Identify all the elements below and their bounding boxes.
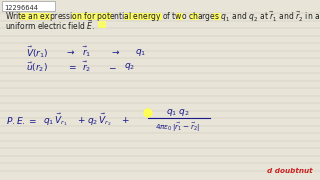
Text: $q_1$: $q_1$ — [135, 46, 146, 57]
Text: $=$: $=$ — [67, 62, 77, 71]
Text: $\vec{r}_2$: $\vec{r}_2$ — [82, 60, 91, 74]
Bar — [124, 12, 154, 19]
Text: $+$: $+$ — [121, 115, 130, 125]
Text: $q_2$: $q_2$ — [124, 62, 135, 73]
Bar — [72, 12, 112, 19]
Bar — [155, 12, 162, 19]
Text: $+$: $+$ — [77, 115, 85, 125]
Bar — [190, 12, 199, 19]
Text: $q_1 \; q_2$: $q_1 \; q_2$ — [166, 107, 190, 118]
Bar — [98, 21, 106, 28]
Text: d doubtnut: d doubtnut — [268, 168, 313, 174]
Text: $\vec{V}(r_1)$: $\vec{V}(r_1)$ — [26, 44, 48, 60]
Text: $-$: $-$ — [108, 62, 116, 71]
Text: uniform electric field $\vec{E}$.: uniform electric field $\vec{E}$. — [5, 18, 95, 32]
Bar — [212, 12, 221, 19]
Text: $\vec{u}(r_2)$: $\vec{u}(r_2)$ — [26, 60, 48, 74]
Text: $P.E. =$: $P.E. =$ — [6, 114, 37, 125]
Text: Write an expression for potential energy of two charges $q_1$ and $q_2$ at $\vec: Write an expression for potential energy… — [5, 10, 320, 24]
Text: $q_2\,\vec{V}_{r_2}$: $q_2\,\vec{V}_{r_2}$ — [87, 112, 112, 128]
Text: $\vec{r}_1$: $\vec{r}_1$ — [82, 45, 92, 59]
Text: $\rightarrow$: $\rightarrow$ — [110, 48, 121, 57]
Text: $q_1\,\vec{V}_{r_1}$: $q_1\,\vec{V}_{r_1}$ — [43, 112, 68, 128]
Bar — [19, 12, 52, 19]
Text: $4\pi\varepsilon_0\,|\vec{r}_1 - \vec{r}_2|$: $4\pi\varepsilon_0\,|\vec{r}_1 - \vec{r}… — [155, 120, 201, 134]
Circle shape — [144, 109, 152, 117]
Bar — [176, 12, 183, 19]
FancyBboxPatch shape — [2, 1, 54, 11]
Text: 12296644: 12296644 — [4, 4, 38, 10]
Text: $\rightarrow$: $\rightarrow$ — [65, 48, 76, 57]
